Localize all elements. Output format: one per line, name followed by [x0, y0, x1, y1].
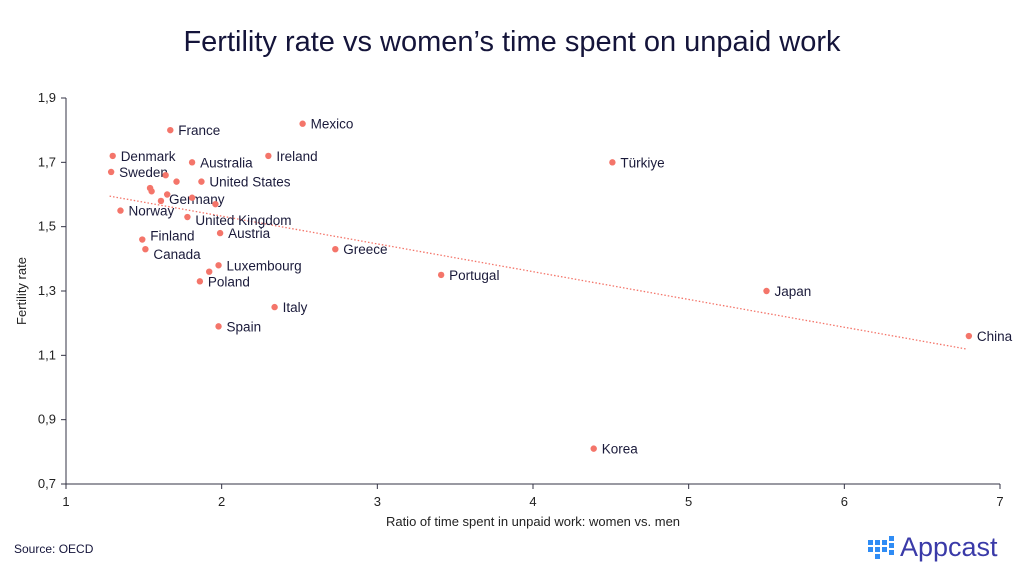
- point-label: Finland: [150, 229, 194, 244]
- point-label: Ireland: [276, 149, 317, 164]
- data-point: [332, 245, 339, 253]
- point-label: Türkiye: [620, 155, 664, 170]
- y-axis-label: Fertility rate: [14, 257, 29, 325]
- point-label: United States: [209, 175, 290, 190]
- point-label: Germany: [169, 192, 225, 207]
- data-point: [117, 207, 124, 214]
- data-point: [271, 303, 278, 311]
- x-axis-label: Ratio of time spent in unpaid work: wome…: [386, 514, 680, 529]
- data-point: [163, 191, 171, 198]
- x-tick-label: 2: [218, 494, 225, 509]
- point-label: Italy: [283, 300, 308, 315]
- data-point: [206, 268, 213, 275]
- x-tick-label: 5: [685, 494, 692, 509]
- point-label: United Kingdom: [195, 213, 291, 228]
- x-tick-label: 3: [374, 494, 381, 509]
- appcast-logo-icon: [868, 535, 894, 559]
- x-tick-label: 1: [62, 494, 69, 509]
- data-point: [215, 262, 222, 269]
- point-label: France: [178, 123, 220, 138]
- data-point: [139, 236, 146, 243]
- y-tick-label: 1,3: [38, 283, 56, 298]
- data-point: [173, 178, 180, 185]
- y-tick-label: 0,7: [38, 476, 56, 491]
- point-label: Poland: [208, 274, 250, 289]
- source-note: Source: OECD: [14, 542, 94, 556]
- point-label: Luxembourg: [227, 258, 302, 273]
- data-point: [763, 287, 770, 295]
- point-label: Greece: [343, 242, 387, 257]
- point-label: Korea: [602, 442, 639, 457]
- data-point: [212, 200, 219, 208]
- y-tick-label: 1,7: [38, 154, 56, 169]
- data-point: [196, 278, 204, 285]
- point-label: Australia: [200, 155, 253, 170]
- chart-title: Fertility rate vs women’s time spent on …: [183, 26, 841, 58]
- data-point: [148, 188, 155, 195]
- point-label: China: [977, 329, 1013, 344]
- point-label: Denmark: [121, 149, 176, 164]
- appcast-logo-text: Appcast: [900, 532, 998, 562]
- point-label: Sweden: [119, 165, 168, 180]
- y-tick-label: 1,1: [38, 347, 56, 362]
- trendline: [109, 195, 966, 350]
- y-tick-label: 1,5: [38, 219, 56, 234]
- data-point: [965, 332, 973, 340]
- point-label: Austria: [228, 226, 271, 241]
- x-tick-label: 6: [841, 494, 848, 509]
- data-point: [184, 213, 191, 221]
- y-tick-label: 0,9: [38, 412, 56, 427]
- data-point: [198, 178, 205, 185]
- point-label: Norway: [128, 204, 174, 219]
- data-point: [188, 194, 196, 201]
- data-point: [167, 126, 174, 134]
- data-point: [590, 445, 597, 452]
- point-label: Spain: [227, 319, 262, 334]
- point-label: Canada: [153, 247, 201, 262]
- data-point: [109, 152, 116, 160]
- point-label: Japan: [775, 284, 812, 299]
- y-tick-label: 1,9: [38, 90, 56, 105]
- data-point: [107, 168, 115, 176]
- point-label: Mexico: [311, 117, 354, 132]
- data-point: [265, 152, 272, 160]
- data-point: [299, 120, 306, 127]
- data-point: [215, 323, 222, 330]
- data-point: [157, 197, 165, 205]
- data-point: [162, 172, 169, 179]
- data-point: [609, 159, 616, 166]
- data-point: [188, 159, 196, 166]
- data-point: [437, 271, 445, 279]
- appcast-logo: Appcast: [868, 532, 998, 563]
- x-tick-label: 4: [529, 494, 536, 509]
- x-tick-label: 7: [996, 494, 1003, 509]
- point-label: Portugal: [449, 268, 499, 283]
- data-point: [142, 245, 149, 253]
- data-point: [216, 229, 224, 237]
